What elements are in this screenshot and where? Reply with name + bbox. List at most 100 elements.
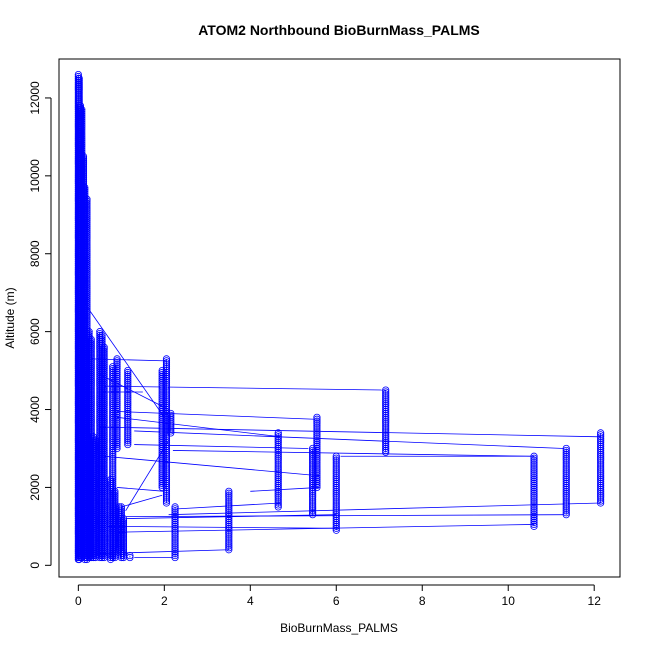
- y-axis-label: Altitude (m): [3, 287, 17, 348]
- data-point: [87, 402, 95, 410]
- data-point: [158, 380, 166, 388]
- data-point: [158, 456, 166, 464]
- data-point: [313, 419, 321, 427]
- data-point: [309, 452, 317, 460]
- data-point: [162, 366, 171, 375]
- data-point: [171, 540, 179, 548]
- data-point: [124, 415, 132, 423]
- data-point: [597, 454, 605, 462]
- data-point: [158, 417, 166, 425]
- data-point: [274, 491, 282, 499]
- data-point: [162, 444, 171, 453]
- data-point: [597, 499, 605, 507]
- data-point: [119, 532, 128, 540]
- data-point: [83, 197, 91, 205]
- data-point: [109, 423, 117, 431]
- data-point: [597, 442, 605, 451]
- data-point: [562, 476, 570, 484]
- data-point: [274, 485, 282, 493]
- data-point: [332, 513, 340, 521]
- data-point: [171, 528, 179, 536]
- data-point: [158, 392, 166, 400]
- data-column: [332, 452, 340, 534]
- data-point: [100, 409, 108, 418]
- data-point: [332, 472, 340, 480]
- data-point: [111, 487, 119, 495]
- data-point: [83, 232, 91, 240]
- data-point: [158, 370, 166, 379]
- data-point: [562, 495, 570, 503]
- data-point: [382, 396, 390, 404]
- data-point: [162, 468, 171, 476]
- data-point: [530, 499, 538, 507]
- data-point: [332, 503, 340, 511]
- data-point: [83, 294, 91, 303]
- data-point: [313, 425, 321, 433]
- data-point: [100, 425, 108, 433]
- data-point: [309, 495, 317, 503]
- data-point: [111, 499, 119, 507]
- data-point: [309, 477, 317, 486]
- data-point: [124, 392, 132, 400]
- data-point: [530, 479, 538, 488]
- data-point: [562, 472, 570, 480]
- data-point: [530, 489, 538, 497]
- data-point: [113, 384, 121, 392]
- data-point: [100, 454, 108, 462]
- data-point: [109, 477, 117, 486]
- data-point: [158, 481, 166, 490]
- data-point: [109, 464, 117, 472]
- data-point: [597, 456, 605, 464]
- data-point: [382, 400, 390, 408]
- data-point: [126, 553, 134, 562]
- data-point: [162, 493, 171, 501]
- data-point: [113, 433, 121, 441]
- data-point: [113, 413, 121, 421]
- data-point: [109, 454, 117, 462]
- data-point: [597, 462, 605, 470]
- data-point: [119, 522, 128, 530]
- data-point: [83, 287, 91, 295]
- data-point: [562, 481, 570, 490]
- data-point: [113, 394, 121, 402]
- data-point: [79, 152, 88, 160]
- data-point: [274, 460, 282, 468]
- data-point: [162, 415, 171, 423]
- data-point: [119, 516, 128, 525]
- data-point: [382, 407, 390, 416]
- data-point: [109, 370, 117, 379]
- data-point: [274, 466, 282, 474]
- data-point: [162, 357, 171, 365]
- data-point: [225, 520, 233, 529]
- data-point: [162, 413, 171, 421]
- data-point: [162, 479, 171, 488]
- data-point: [597, 433, 605, 441]
- data-point: [83, 259, 91, 268]
- data-point: [83, 267, 91, 275]
- data-point: [530, 507, 538, 515]
- data-point: [274, 433, 282, 441]
- data-point: [83, 308, 91, 316]
- data-point: [171, 503, 179, 511]
- data-point: [274, 456, 282, 464]
- data-point: [332, 479, 340, 488]
- data-point: [171, 534, 179, 542]
- data-point: [158, 470, 166, 478]
- data-point: [78, 113, 86, 122]
- data-point: [119, 530, 128, 538]
- data-point: [171, 551, 179, 560]
- data-point: [167, 415, 175, 423]
- data-point: [162, 376, 171, 384]
- data-point: [109, 374, 117, 382]
- data-point: [87, 382, 95, 390]
- data-point: [162, 368, 171, 377]
- data-point: [313, 417, 321, 425]
- data-point: [530, 516, 538, 525]
- data-point: [113, 370, 121, 379]
- data-point: [113, 427, 121, 435]
- data-point: [109, 429, 117, 437]
- data-point: [562, 456, 570, 464]
- data-point: [162, 394, 171, 402]
- data-point: [382, 403, 390, 412]
- data-point: [75, 88, 83, 96]
